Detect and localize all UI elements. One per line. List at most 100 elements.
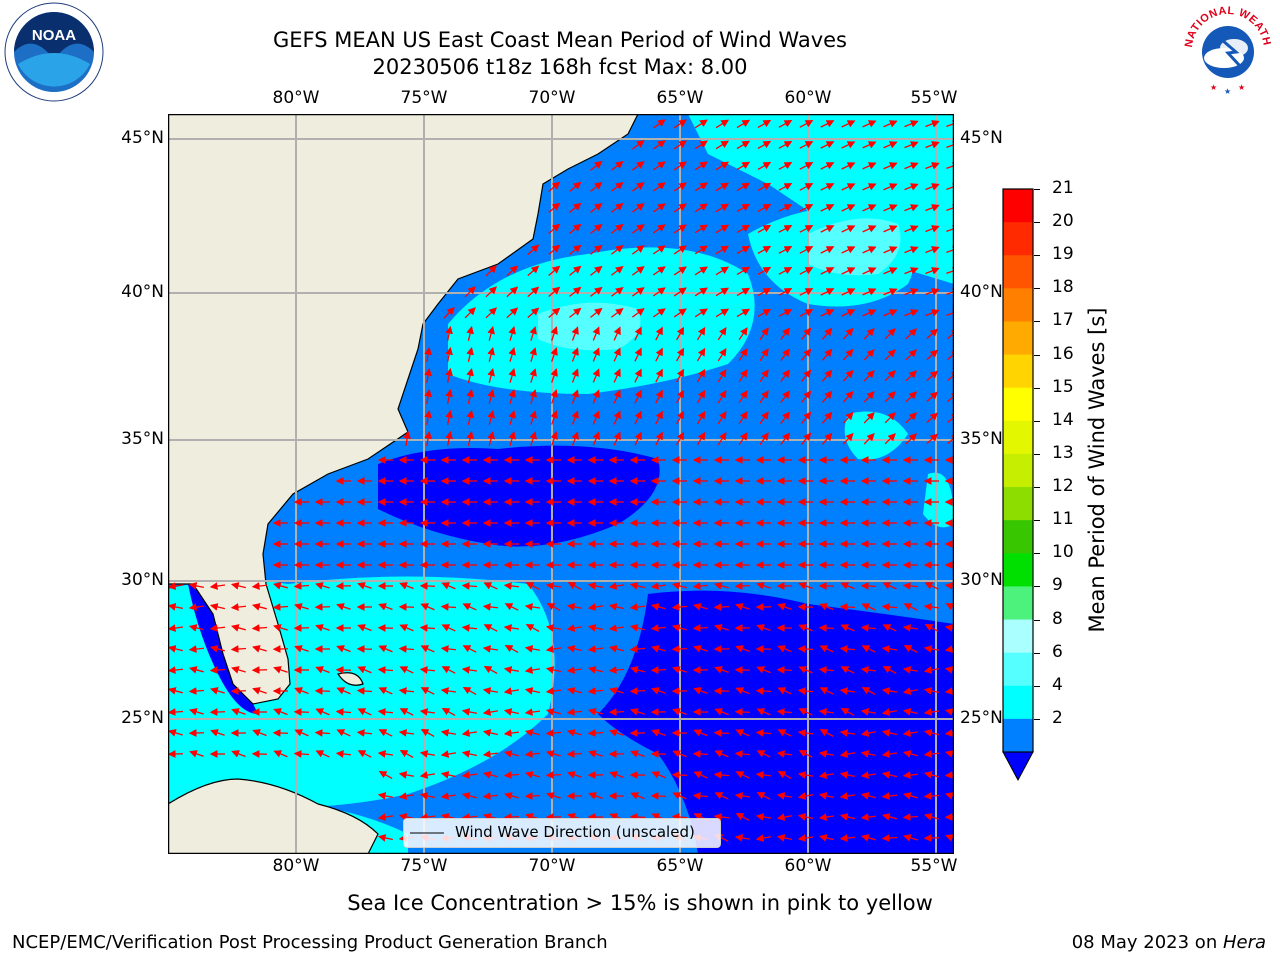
wind-wave-arrow — [715, 119, 730, 129]
wind-wave-arrow — [734, 708, 751, 716]
wind-wave-arrow — [571, 347, 579, 362]
wind-wave-arrow — [524, 708, 541, 716]
wind-wave-arrow — [696, 326, 706, 341]
wind-wave-arrow — [820, 120, 835, 128]
wind-wave-arrow — [443, 307, 455, 319]
wind-wave-arrow — [798, 582, 813, 590]
map-legend: Wind Wave Direction (unscaled) — [403, 818, 721, 848]
wind-wave-arrow — [466, 388, 474, 404]
wind-wave-arrow — [252, 687, 267, 695]
wind-wave-arrow — [550, 326, 558, 341]
lat-label-left: 40°N — [121, 282, 164, 302]
wind-wave-arrow — [569, 202, 582, 213]
wind-wave-arrow — [571, 368, 579, 383]
wind-wave-arrow — [759, 327, 769, 341]
wind-wave-arrow — [566, 645, 582, 653]
wind-wave-arrow — [863, 411, 875, 424]
wind-wave-arrow — [527, 265, 540, 277]
wind-wave-arrow — [527, 307, 540, 319]
wind-wave-arrow — [801, 369, 812, 382]
wind-wave-arrow — [592, 368, 600, 383]
wind-wave-arrow — [902, 750, 918, 758]
wind-wave-arrow — [798, 708, 813, 716]
wind-wave-arrow — [529, 410, 537, 425]
wind-wave-arrow — [736, 119, 751, 129]
lon-label-top: 75°W — [400, 88, 448, 108]
wind-wave-arrow — [482, 792, 499, 800]
wind-wave-arrow — [923, 687, 939, 695]
wind-wave-arrow — [419, 813, 436, 821]
wind-wave-arrow — [801, 327, 812, 340]
wind-wave-arrow — [738, 348, 748, 362]
wind-wave-arrow — [671, 813, 688, 821]
wind-wave-arrow — [210, 729, 225, 737]
wind-wave-arrow — [780, 390, 791, 403]
wind-wave-arrow — [841, 204, 856, 212]
wind-wave-arrow — [797, 771, 814, 779]
wind-wave-arrow — [399, 582, 414, 590]
wind-wave-arrow — [842, 411, 854, 424]
wind-wave-arrow — [631, 308, 645, 318]
wind-wave-arrow — [841, 120, 856, 128]
wind-wave-arrow — [609, 771, 624, 779]
colorbar-tick — [1034, 586, 1040, 588]
wind-wave-arrow — [842, 327, 854, 340]
wind-wave-arrow — [776, 834, 792, 842]
wind-wave-arrow — [548, 181, 561, 193]
wind-wave-arrow — [862, 141, 877, 149]
wind-wave-arrow — [672, 708, 687, 716]
wind-wave-arrow — [485, 307, 498, 319]
wind-wave-arrow — [419, 624, 436, 632]
wind-wave-arrow — [482, 771, 498, 779]
wind-wave-arrow — [714, 582, 729, 590]
wind-wave-arrow — [546, 602, 561, 611]
colorbar-segment — [1003, 453, 1033, 488]
wind-wave-arrow — [904, 120, 919, 128]
wind-wave-arrow — [799, 120, 814, 128]
wind-wave-arrow — [546, 792, 561, 800]
wind-wave-arrow — [883, 120, 898, 128]
wind-wave-arrow — [631, 161, 645, 171]
wind-wave-arrow — [841, 246, 856, 254]
wind-wave-arrow — [926, 328, 939, 340]
wind-wave-arrow — [797, 834, 814, 842]
wind-wave-arrow — [860, 624, 877, 632]
wind-wave-arrow — [861, 645, 876, 653]
wind-wave-arrow — [799, 141, 814, 149]
colorbar-tick — [1034, 718, 1040, 720]
wind-wave-arrow — [524, 687, 540, 695]
wind-wave-arrow — [821, 411, 833, 424]
wind-wave-arrow — [694, 266, 708, 276]
wind-wave-arrow — [778, 267, 793, 275]
wind-wave-arrow — [861, 687, 876, 695]
wind-wave-arrow — [734, 582, 751, 590]
wind-wave-arrow — [630, 750, 645, 758]
wind-wave-arrow — [736, 161, 751, 171]
wind-wave-arrow — [482, 603, 499, 611]
wind-wave-arrow — [819, 645, 834, 653]
wind-wave-arrow — [566, 624, 583, 632]
wind-wave-arrow — [336, 645, 351, 653]
wind-wave-arrow — [692, 792, 709, 800]
wind-wave-arrow — [924, 624, 939, 632]
wind-wave-arrow — [525, 582, 540, 590]
wind-wave-arrow — [634, 326, 642, 341]
wind-wave-arrow — [420, 728, 435, 737]
lat-label-right: 25°N — [960, 708, 1003, 728]
wind-wave-arrow — [925, 246, 940, 254]
wind-wave-arrow — [863, 348, 875, 361]
wind-wave-arrow — [881, 834, 898, 842]
map-panel[interactable] — [168, 114, 954, 854]
wind-wave-arrow — [588, 750, 603, 758]
wind-wave-arrow — [461, 582, 478, 590]
wind-wave-arrow — [902, 792, 918, 800]
lon-label-top: 55°W — [910, 88, 958, 108]
wind-wave-arrow — [715, 161, 730, 171]
colorbar-tick-label: 17 — [1052, 310, 1074, 331]
wind-wave-arrow — [860, 792, 876, 800]
wind-wave-arrow — [842, 369, 854, 382]
wind-wave-arrow — [882, 624, 897, 632]
wind-wave-arrow — [503, 666, 520, 674]
wind-wave-arrow — [755, 771, 772, 779]
wind-wave-arrow — [508, 326, 516, 341]
